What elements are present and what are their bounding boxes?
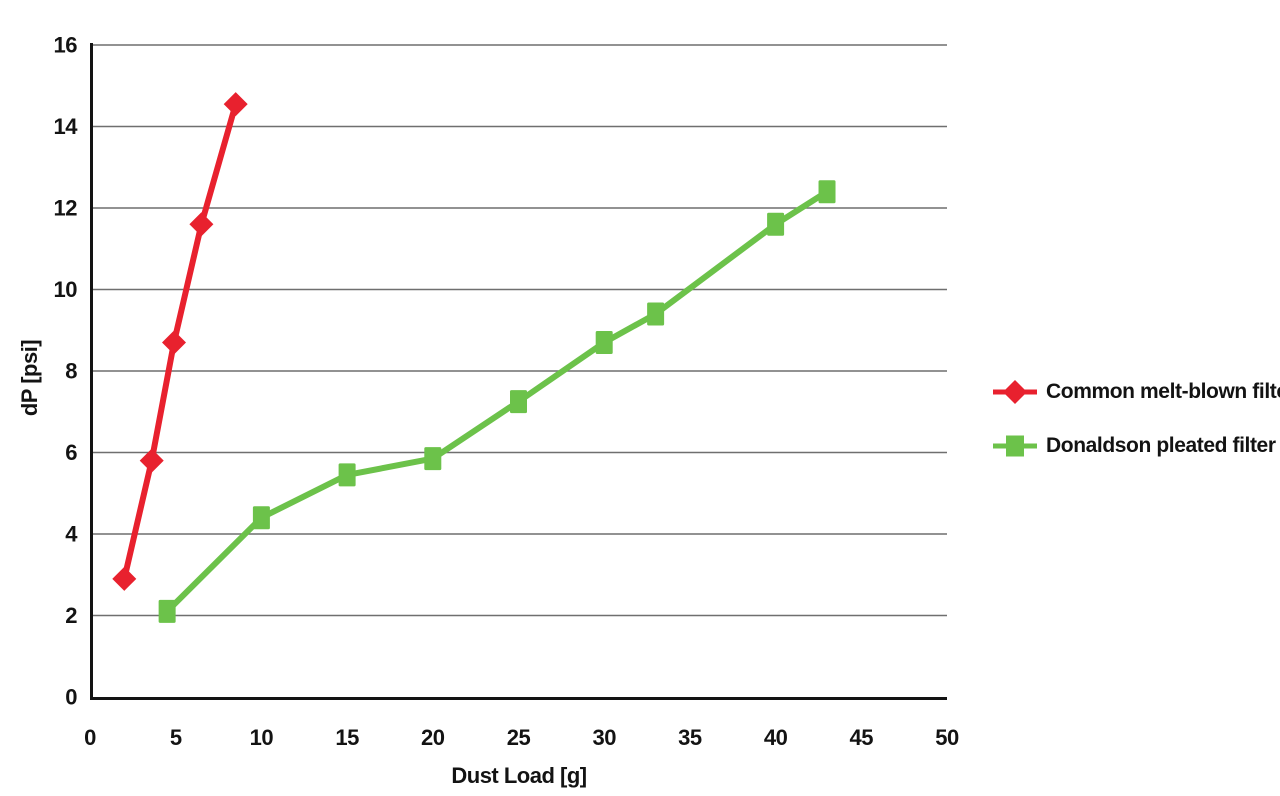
legend-entry-melt-blown: Common melt-blown filter — [993, 378, 1280, 406]
x-tick-label: 45 — [850, 725, 874, 750]
x-tick-label: 25 — [507, 725, 531, 750]
y-axis-title: dP [psi] — [17, 339, 42, 417]
data-point-square — [767, 212, 785, 236]
x-tick-label: 30 — [592, 725, 616, 750]
x-tick-label: 50 — [935, 725, 959, 750]
data-point-square — [647, 302, 665, 326]
y-tick-label: 12 — [54, 196, 78, 221]
data-point-square — [252, 506, 270, 530]
series-line-1 — [164, 188, 831, 615]
y-tick-label: 6 — [65, 440, 77, 465]
x-tick-label: 10 — [250, 725, 274, 750]
x-axis-title: Dust Load [g] — [451, 763, 587, 788]
diamond-icon — [1002, 379, 1028, 405]
data-point-square — [338, 463, 356, 487]
x-tick-label: 20 — [421, 725, 445, 750]
data-point-square — [158, 599, 176, 623]
x-tick-label: 15 — [335, 725, 359, 750]
data-point-square — [595, 330, 613, 354]
data-point-square — [424, 447, 442, 471]
y-tick-label: 14 — [54, 114, 79, 139]
legend: Common melt-blown filter Donaldson pleat… — [993, 378, 1280, 460]
data-point-diamond — [112, 566, 137, 591]
square-icon — [1006, 435, 1024, 457]
data-point-square — [818, 180, 836, 204]
data-point-diamond — [139, 448, 164, 473]
legend-label-pleated: Donaldson pleated filter — [1046, 434, 1276, 457]
y-tick-label: 4 — [65, 522, 78, 547]
x-tick-label: 35 — [678, 725, 702, 750]
legend-label-melt-blown: Common melt-blown filter — [1046, 380, 1280, 403]
legend-diamond-marker-icon — [993, 378, 1037, 406]
data-point-diamond — [189, 212, 214, 237]
x-tick-label: 5 — [170, 725, 182, 750]
y-tick-label: 2 — [65, 603, 77, 628]
y-tick-label: 8 — [65, 359, 77, 384]
data-point-diamond — [223, 92, 248, 117]
x-tick-label: 40 — [764, 725, 788, 750]
data-point-diamond — [161, 330, 186, 355]
y-tick-label: 0 — [65, 685, 77, 710]
data-point-square — [510, 390, 527, 414]
legend-square-marker-icon — [993, 432, 1037, 460]
legend-entry-pleated: Donaldson pleated filter — [993, 432, 1280, 460]
x-tick-label: 0 — [84, 725, 96, 750]
y-tick-label: 16 — [54, 33, 78, 58]
y-tick-label: 10 — [54, 277, 78, 302]
